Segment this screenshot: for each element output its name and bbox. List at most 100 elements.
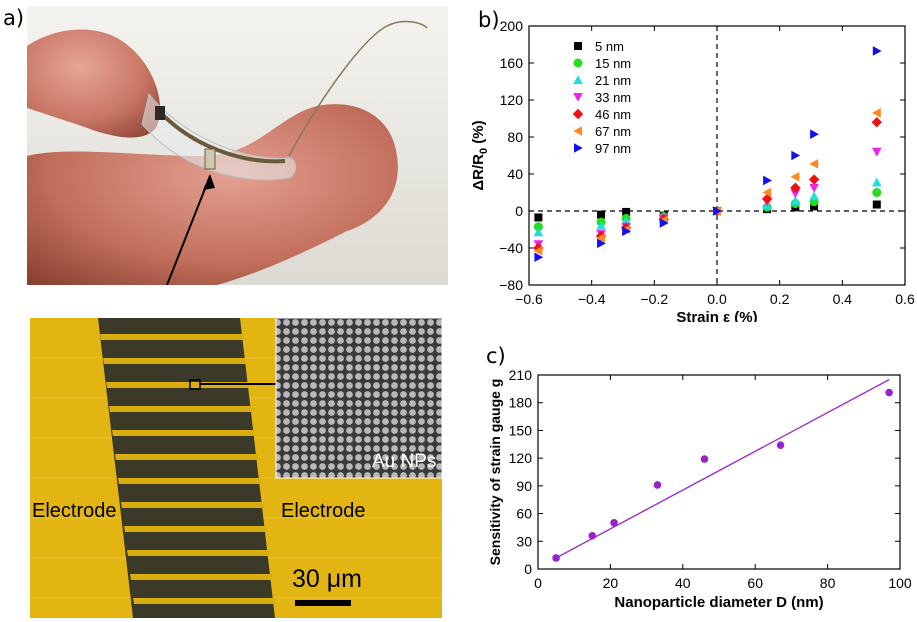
y-tick-label: 120	[500, 92, 524, 108]
data-point	[713, 206, 722, 216]
data-point	[762, 187, 772, 198]
x-tick-label: −0.2	[641, 291, 669, 307]
data-point	[596, 233, 606, 243]
data-point	[810, 129, 819, 140]
y-tick-label: 30	[516, 533, 532, 549]
data-point	[809, 183, 819, 193]
legend-marker	[574, 42, 582, 50]
panel-label-b: b)	[478, 8, 500, 32]
data-point	[885, 388, 893, 397]
data-point	[790, 171, 800, 182]
y-tick-label: 80	[507, 129, 523, 145]
x-tick-label: −0.6	[515, 291, 543, 307]
x-axis-label: Nanoparticle diameter D (nm)	[614, 594, 823, 611]
data-point	[596, 221, 606, 230]
data-point	[588, 531, 597, 540]
y-axis-label: ΔR/R0 (%)	[470, 120, 490, 190]
data-points	[533, 46, 882, 263]
y-tick-label: 120	[509, 450, 533, 466]
electrode-right-label: Electrode	[281, 500, 366, 522]
data-point	[791, 150, 801, 161]
data-point	[790, 189, 801, 199]
data-point	[872, 177, 882, 187]
data-point	[622, 226, 631, 237]
data-point	[534, 213, 543, 222]
data-point	[809, 191, 819, 201]
x-tick-label: 0.6	[895, 291, 915, 307]
x-tick-label: 0	[534, 575, 542, 591]
data-point	[533, 222, 543, 232]
data-point	[659, 218, 669, 228]
micrograph: Electrode Electrode Au NPs 30 μm	[30, 318, 442, 618]
data-point	[872, 108, 881, 118]
legend-label: 97 nm	[595, 141, 631, 156]
legend-label: 67 nm	[595, 124, 631, 139]
y-tick-label: 160	[500, 55, 524, 71]
y-axis-label: Sensitivity of strain gauge g	[487, 379, 503, 566]
y-tick-label: 0	[515, 203, 523, 219]
data-point	[872, 200, 881, 209]
legend-marker	[573, 58, 583, 68]
legend-label: 46 nm	[595, 107, 631, 122]
data-point	[597, 210, 606, 219]
x-tick-label: 0.4	[833, 291, 853, 307]
sensitivity-chart: 0 20 40 60 80 100 0 30 60 90 120 150 180 210 Nanoparti…	[487, 367, 912, 611]
data-point	[808, 174, 820, 185]
strain-response-chart: −0.6 −0.4 −0.2 0.0 0.2 0.4 0.6 −80 −40 0 40 80 120 16…	[470, 18, 915, 322]
data-point	[776, 441, 785, 450]
data-point	[552, 554, 560, 562]
data-point	[872, 46, 882, 56]
plot-frame	[537, 374, 901, 570]
data-point	[597, 238, 606, 249]
data-point	[761, 193, 773, 205]
legend-marker	[573, 126, 582, 136]
data-points	[552, 388, 893, 562]
electrode-left-label: Electrode	[32, 500, 117, 522]
panel-label-c: c)	[486, 344, 506, 368]
legend-marker	[574, 143, 583, 153]
legend-label: 5 nm	[595, 39, 624, 54]
panel-label-a: a)	[3, 6, 25, 30]
data-point	[810, 202, 819, 211]
data-point	[763, 175, 772, 186]
scale-bar-label: 30 μm	[292, 565, 362, 593]
legend-label: 33 nm	[595, 90, 631, 105]
fit-line	[555, 379, 890, 559]
data-point	[871, 117, 882, 128]
x-tick-label: 80	[820, 575, 836, 591]
data-point	[872, 188, 882, 197]
data-point	[809, 159, 819, 169]
data-point	[533, 227, 544, 237]
x-tick-label: 20	[603, 575, 619, 591]
y-tick-label: 40	[507, 166, 523, 182]
y-tick-label: 210	[509, 367, 533, 383]
x-tick-label: 100	[888, 575, 912, 591]
y-tick-label: 0	[524, 561, 532, 577]
data-point	[700, 455, 709, 463]
y-tick-label: 200	[500, 18, 524, 34]
y-tick-label: 90	[516, 478, 532, 494]
au-nps-label: Au NPs	[372, 451, 437, 472]
y-tick-label: 150	[509, 422, 533, 438]
device-photo	[27, 6, 448, 285]
y-tick-label: 60	[516, 506, 532, 522]
legend: 5 nm 15 nm 21 nm 33 nm 46 nm 67 nm 97 nm	[572, 39, 631, 156]
x-axis-label: Strain ε (%)	[676, 309, 757, 322]
legend-marker	[573, 93, 583, 102]
x-tick-label: 0.0	[707, 291, 727, 307]
x-tick-label: 60	[747, 575, 763, 591]
data-point	[790, 196, 801, 205]
data-point	[534, 252, 544, 263]
legend-marker	[572, 108, 584, 120]
data-point	[533, 245, 543, 256]
legend-label: 21 nm	[595, 73, 631, 88]
legend-label: 15 nm	[595, 56, 631, 71]
x-tick-label: 0.2	[770, 291, 790, 307]
data-point	[622, 207, 631, 216]
data-point	[610, 519, 618, 527]
x-tick-label: −0.4	[578, 291, 606, 307]
y-tick-label: 180	[509, 395, 533, 411]
x-tick-label: 40	[675, 575, 691, 591]
legend-marker	[573, 75, 583, 84]
y-tick-label: −80	[499, 277, 523, 293]
